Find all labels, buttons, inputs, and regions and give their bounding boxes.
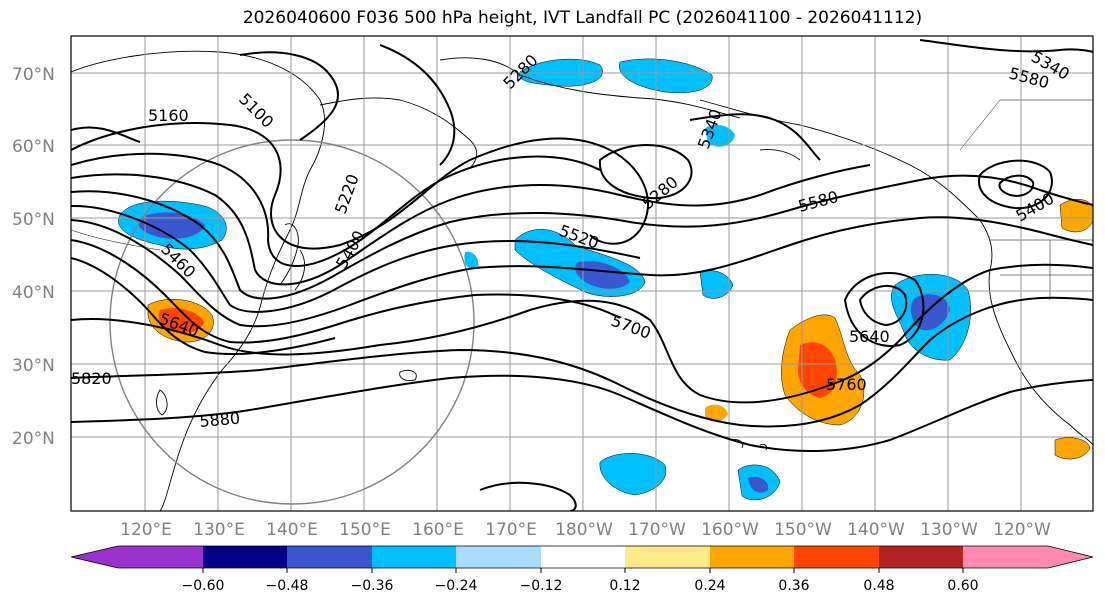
lon-label: 140°W [847,520,905,540]
height-contours [71,39,1093,511]
colorbar-tick-label: −0.36 [351,578,394,594]
map-title: 2026040600 F036 500 hPa height, IVT Land… [242,8,923,28]
colorbar-tick-label: −0.60 [182,578,225,594]
colorbar-extend-high [1048,546,1093,568]
colorbar-segment [963,546,1048,568]
region-circle [109,139,475,505]
lon-label: 120°E [120,520,172,540]
colorbar-segment [203,546,287,568]
lon-label: 170°W [628,520,686,540]
colorbar-segment [287,546,372,568]
lon-label: 180°W [555,520,613,540]
colorbar-segment [541,546,625,568]
colorbar-segment [372,546,456,568]
latitude-labels: 70°N 60°N 50°N 40°N 30°N 20°N [12,65,55,449]
lon-label: 150°E [339,520,391,540]
gridlines [71,36,1093,511]
colorbar-tick-label: −0.48 [266,578,309,594]
lon-label: 150°W [774,520,832,540]
lat-label: 50°N [12,210,55,230]
contour-label: 5820 [71,369,112,388]
colorbar: −0.60 −0.48 −0.36 −0.24 −0.12 0.12 0.24 … [70,545,1094,594]
lat-label: 60°N [12,137,55,157]
colorbar-tick-label: −0.24 [435,578,478,594]
longitude-labels: 120°E 130°E 140°E 150°E 160°E 170°E 180°… [120,520,1051,540]
lat-label: 70°N [12,65,55,85]
lon-label: 160°W [701,520,759,540]
colorbar-tick-label: −0.12 [520,578,563,594]
colorbar-extend-low [71,546,118,568]
lat-label: 40°N [12,283,55,303]
lon-label: 160°E [412,520,464,540]
lon-label: 130°E [193,520,245,540]
contour-label: 5880 [199,409,241,431]
colorbar-tick-label: 0.24 [694,578,725,594]
colorbar-segment [118,546,203,568]
map-border [70,35,1094,512]
contour-label: 5160 [148,106,189,125]
lon-label: 170°E [485,520,537,540]
lat-label: 20°N [12,429,55,449]
contour-label: 5640 [849,327,890,346]
colorbar-tick-label: 0.36 [778,578,809,594]
lat-label: 30°N [12,356,55,376]
colorbar-segment [794,546,879,568]
borders [71,99,1093,300]
coastlines [71,50,1093,511]
colorbar-tick-label: 0.12 [609,578,640,594]
colorbar-tick-label: 0.48 [863,578,894,594]
colorbar-segment [710,546,794,568]
colorbar-tick-label: 0.60 [947,578,978,594]
colorbar-segment [625,546,710,568]
contour-label: 5760 [826,375,867,394]
colorbar-segment [879,546,963,568]
lon-label: 140°E [266,520,318,540]
lon-label: 130°W [920,520,978,540]
lon-label: 120°W [993,520,1051,540]
colorbar-segment [456,546,541,568]
